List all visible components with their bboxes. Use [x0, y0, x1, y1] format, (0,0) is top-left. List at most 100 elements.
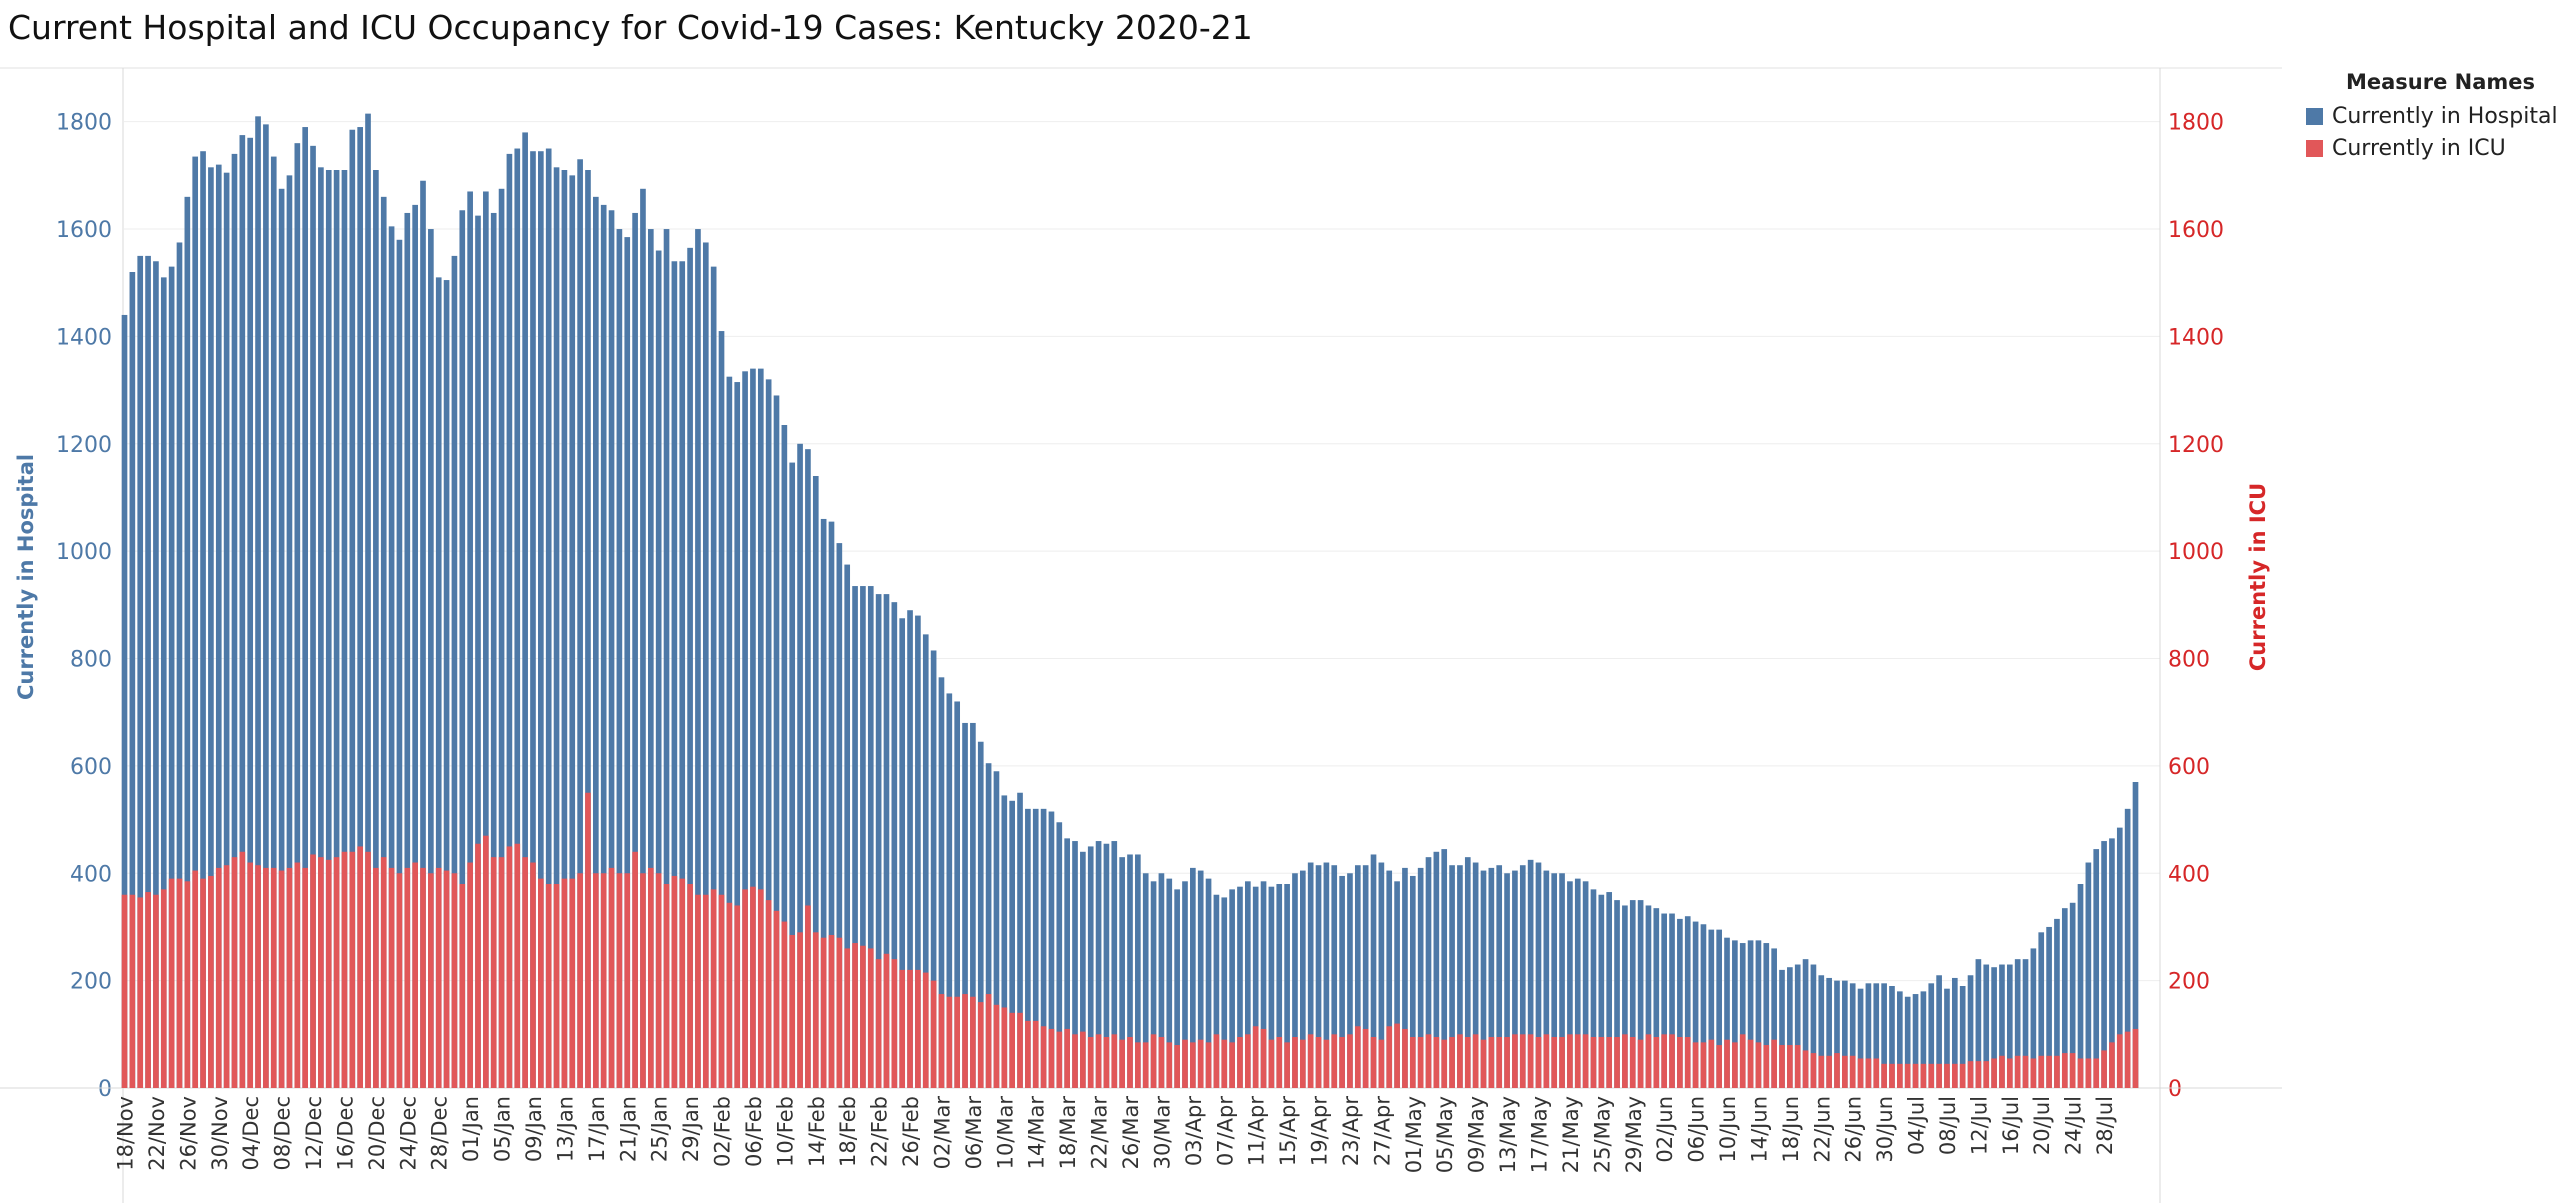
bar-icu [451, 873, 458, 1088]
x-tick-label: 02/Feb [711, 1096, 735, 1167]
bar-hospital [1535, 862, 1542, 1088]
bar-icu [435, 867, 442, 1088]
bar-icu [1284, 1042, 1290, 1088]
bar-hospital [2054, 918, 2060, 1088]
x-tick-label: 05/May [1433, 1096, 1457, 1173]
x-tick-label: 02/Mar [930, 1096, 954, 1170]
bar-icu [757, 889, 764, 1088]
bar-icu [1527, 1034, 1534, 1088]
bar-icu [867, 948, 874, 1088]
bar-icu [726, 902, 733, 1088]
bar-hospital [1677, 918, 1683, 1088]
bar-hospital [1072, 841, 1078, 1088]
x-tick-label: 25/Jan [648, 1096, 672, 1162]
bar-hospital [1040, 808, 1047, 1088]
bar-icu [1936, 1063, 1942, 1088]
legend-label-icu: Currently in ICU [2332, 135, 2506, 161]
legend-swatch-hospital [2306, 107, 2323, 125]
x-tick-label: 03/Apr [1182, 1096, 1206, 1166]
bar-icu [1881, 1063, 1887, 1088]
bar-icu [1574, 1034, 1581, 1088]
bar-hospital [2077, 884, 2084, 1088]
bar-icu [852, 943, 858, 1088]
bar-icu [812, 932, 819, 1088]
bar-icu [577, 873, 583, 1088]
bar-hospital [1260, 881, 1267, 1088]
bar-hospital [373, 170, 379, 1088]
bar-hospital [860, 586, 866, 1088]
x-tick-label: 14/Jun [1747, 1096, 1771, 1163]
bar-icu [2085, 1058, 2092, 1088]
bar-hospital [255, 116, 261, 1088]
bar-hospital [357, 127, 363, 1089]
bar-hospital [820, 518, 827, 1088]
x-tick-label: 26/Jun [1842, 1096, 1866, 1163]
x-tick-label: 01/May [1402, 1096, 1426, 1173]
bar-icu [954, 996, 961, 1088]
bar-icu [1072, 1034, 1078, 1088]
bar-icu [663, 884, 670, 1088]
x-tick-label: 30/Nov [208, 1096, 232, 1171]
bar-icu [1457, 1034, 1463, 1088]
bar-hospital [1912, 994, 1919, 1088]
x-tick-label: 24/Jul [2062, 1096, 2086, 1155]
bar-hospital [600, 204, 607, 1089]
bar-hospital [852, 586, 858, 1088]
bar-icu [899, 969, 906, 1088]
bar-icu [828, 935, 835, 1088]
x-tick-label: 09/May [1465, 1096, 1489, 1173]
bar-hospital [899, 618, 906, 1088]
bar-icu [231, 857, 238, 1088]
bar-hospital [812, 476, 819, 1088]
bar-hospital [1229, 889, 1235, 1088]
x-tick-label: 22/Mar [1088, 1096, 1112, 1170]
bar-hospital [1849, 983, 1856, 1088]
bar-icu [1472, 1034, 1479, 1088]
bar-icu [1166, 1042, 1173, 1088]
bar-hospital [1504, 873, 1510, 1088]
x-tick-label: 19/Apr [1308, 1096, 1332, 1166]
bar-hospital [1182, 881, 1188, 1088]
bar-icu [263, 867, 269, 1088]
bar-hospital [1959, 986, 1966, 1088]
bar-icu [1645, 1034, 1652, 1088]
bar-hospital [1739, 943, 1746, 1088]
bar-icu [1944, 1063, 1950, 1088]
x-tick-label: 26/Feb [899, 1096, 923, 1167]
bar-icu [428, 873, 434, 1088]
bar-hospital [2038, 932, 2045, 1088]
bar-hospital [420, 180, 426, 1089]
bar-hospital [1299, 870, 1306, 1088]
bar-hospital [160, 277, 167, 1088]
legend-item-hospital[interactable]: Currently in Hospital [2300, 100, 2558, 132]
bar-icu [844, 948, 851, 1088]
legend-item-icu[interactable]: Currently in ICU [2300, 132, 2558, 164]
x-tick-label: 07/Apr [1213, 1096, 1237, 1166]
bar-icu [1763, 1045, 1770, 1088]
bar-icu [946, 996, 953, 1088]
bar-hospital [1614, 900, 1620, 1088]
bar-icu [1519, 1034, 1526, 1088]
bar-icu [1747, 1039, 1754, 1088]
bar-hospital [1590, 889, 1597, 1088]
bar-hospital [341, 170, 348, 1088]
bar-icu [632, 851, 638, 1088]
bar-hospital [1519, 865, 1526, 1088]
bar-icu [176, 878, 183, 1088]
bar-icu [695, 894, 701, 1088]
bar-hospital [2022, 959, 2029, 1088]
bar-hospital [593, 196, 599, 1088]
bar-icu [1669, 1034, 1675, 1088]
bar-hospital [121, 314, 128, 1088]
bar-hospital [1056, 822, 1063, 1088]
bar-icu [875, 959, 882, 1088]
bar-hospital [1103, 843, 1110, 1088]
bar-hospital [1771, 948, 1777, 1088]
bar-icu [215, 867, 222, 1088]
bar-icu [286, 867, 293, 1088]
bar-hospital [1944, 988, 1950, 1088]
bar-hospital [1276, 884, 1283, 1088]
bar-icu [1268, 1039, 1275, 1088]
bar-icu [2022, 1055, 2029, 1088]
bar-icu [483, 835, 489, 1088]
